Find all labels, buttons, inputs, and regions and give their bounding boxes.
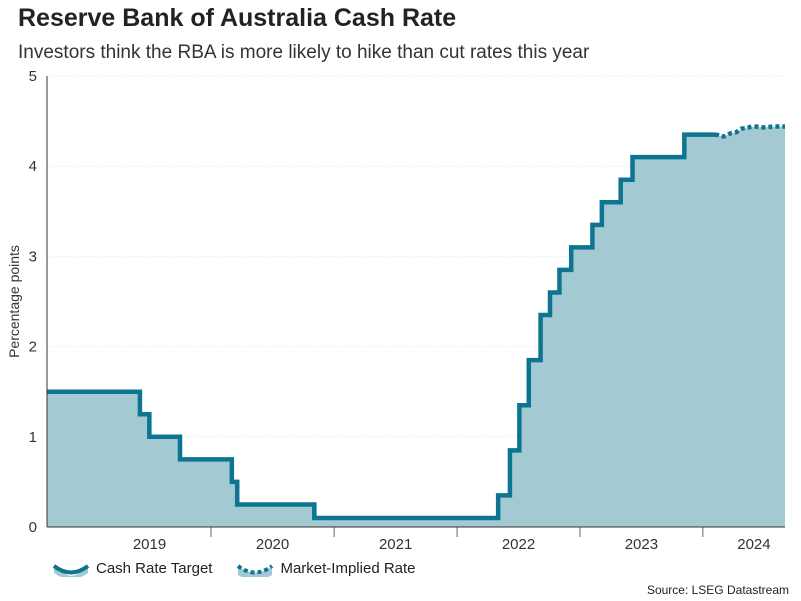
x-tick-label: 2020 [256,536,289,553]
legend: Cash Rate Target Market-Implied Rate [52,560,416,577]
legend-label-cash-rate-target: Cash Rate Target [96,560,213,577]
chart-title: Reserve Bank of Australia Cash Rate [18,4,457,32]
y-tick-label: 4 [29,158,37,175]
y-axis-label: Percentage points [6,245,22,358]
y-tick-label: 2 [29,339,37,356]
chart-subtitle: Investors think the RBA is more likely t… [18,42,590,63]
series-line-market-implied-rate [714,124,785,139]
y-tick-label: 0 [29,519,37,536]
x-tick-label: 2019 [133,536,166,553]
y-tick-label: 1 [29,429,37,446]
legend-label-market-implied-rate: Market-Implied Rate [280,560,416,577]
legend-item-cash-rate-target: Cash Rate Target [52,560,212,577]
area-fill [47,126,785,528]
x-tick-label: 2022 [502,536,535,553]
legend-item-market-implied-rate: Market-Implied Rate [236,560,416,577]
legend-swatch-solid-icon [52,563,90,577]
y-tick-label: 5 [29,68,37,85]
y-tick-label: 3 [29,248,37,265]
x-tick-label: 2023 [625,536,658,553]
x-tick-label: 2024 [737,536,770,553]
legend-swatch-dotted-icon [237,563,274,577]
series-line-cash-rate-target [47,132,715,521]
source-note: Source: LSEG Datastream [646,583,789,597]
x-tick-label: 2021 [379,536,412,553]
